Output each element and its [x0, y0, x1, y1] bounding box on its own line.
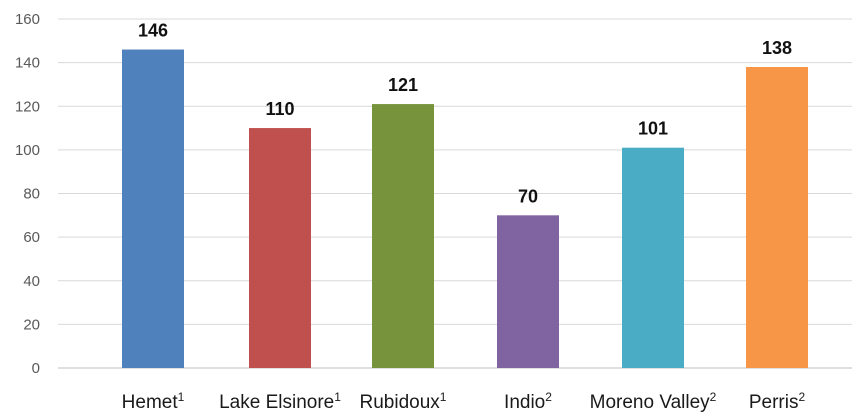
y-tick-label: 100 — [15, 142, 40, 159]
y-tick-label: 0 — [32, 360, 40, 377]
y-tick-label: 80 — [23, 186, 40, 203]
x-category-label: Hemet1 — [122, 390, 185, 413]
x-category-label: Rubidoux1 — [360, 390, 447, 413]
y-tick-label: 120 — [15, 98, 40, 115]
y-axis-ticks: 0 20 40 60 80 100 120 140 160 — [15, 11, 40, 377]
x-category-label: Moreno Valley2 — [590, 390, 717, 413]
category-name: Indio — [504, 392, 545, 413]
bar — [746, 66, 808, 369]
data-label: 70 — [518, 186, 538, 206]
y-tick-label: 60 — [23, 229, 40, 246]
y-tick-label: 140 — [15, 55, 40, 72]
x-category-label: Indio2 — [504, 390, 552, 413]
bar — [122, 49, 184, 368]
category-footnote-marker: 2 — [798, 390, 805, 404]
data-label: 110 — [265, 99, 294, 119]
y-tick-label: 40 — [23, 273, 40, 290]
data-label: 101 — [638, 119, 668, 139]
category-footnote-marker: 2 — [545, 390, 552, 404]
x-category-label: Lake Elsinore1 — [219, 390, 341, 413]
bar — [249, 128, 311, 368]
category-footnote-marker: 1 — [440, 390, 447, 404]
data-labels: 146 110 121 70 101 138 — [138, 21, 792, 207]
category-name: Lake Elsinore — [219, 392, 334, 413]
category-footnote-marker: 1 — [178, 390, 185, 404]
bar — [497, 215, 559, 368]
data-label: 121 — [388, 75, 418, 95]
category-name: Moreno Valley — [590, 392, 711, 413]
category-name: Perris — [749, 392, 799, 413]
gridlines — [58, 18, 852, 369]
category-footnote-marker: 2 — [710, 390, 717, 404]
category-name: Hemet — [122, 392, 179, 413]
data-label: 146 — [138, 21, 168, 41]
x-axis-labels: Hemet1 Lake Elsinore1 Rubidoux1 Indio2 Moren… — [122, 390, 806, 413]
data-label: 138 — [762, 38, 792, 58]
bars — [122, 49, 808, 369]
x-category-label: Perris2 — [749, 390, 806, 413]
category-footnote-marker: 1 — [334, 390, 341, 404]
y-tick-label: 160 — [15, 11, 40, 28]
bar — [372, 104, 434, 368]
category-name: Rubidoux — [360, 392, 441, 413]
bar — [622, 147, 684, 368]
y-tick-label: 20 — [23, 316, 40, 333]
